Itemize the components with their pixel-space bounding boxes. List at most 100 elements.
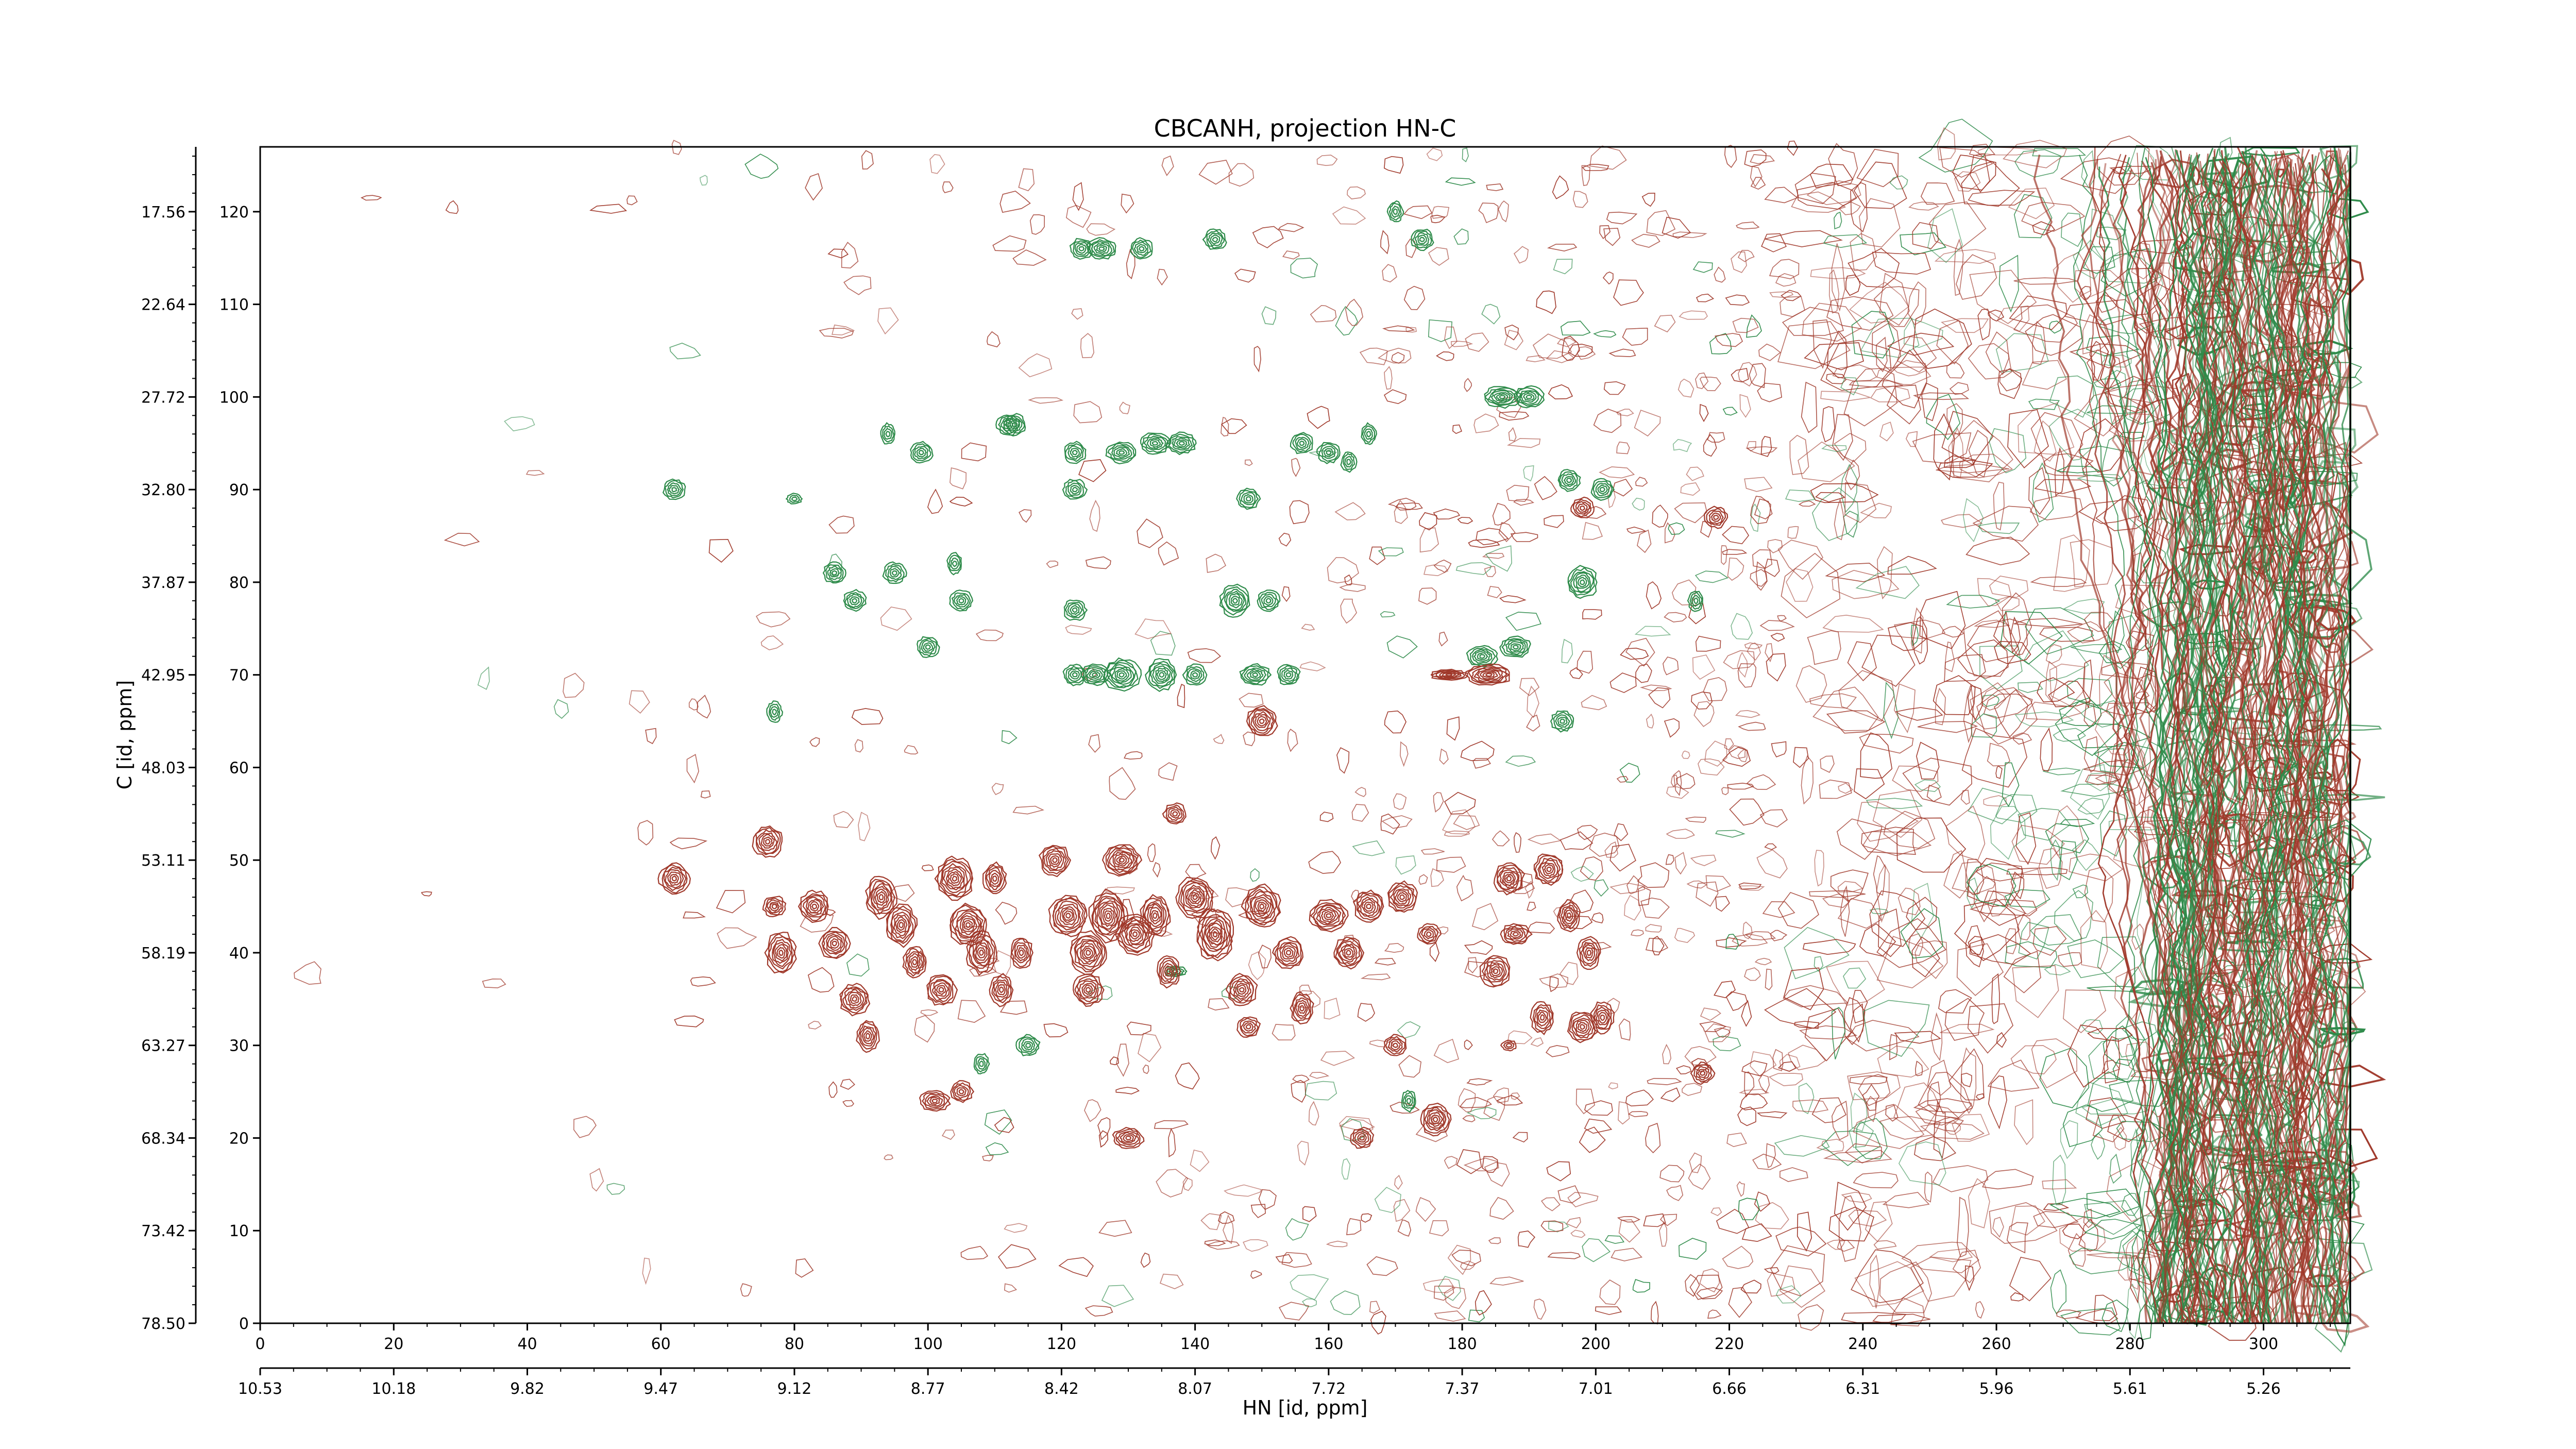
- negative-peak-level: [669, 485, 680, 495]
- noise-contour: [1556, 338, 1577, 347]
- positive-peak-level: [1352, 889, 1384, 923]
- positive-peak-level: [867, 879, 895, 915]
- positive-peak: [1010, 937, 1033, 969]
- negative-peak-level: [1472, 649, 1493, 664]
- noise-contour: [1436, 351, 1454, 361]
- noise-contour: [1859, 733, 1914, 754]
- positive-peak-level: [1047, 853, 1062, 868]
- negative-peak-level: [1484, 386, 1522, 409]
- noise-contour: [832, 324, 855, 335]
- noise-contour: [1725, 934, 1739, 950]
- negative-peak-level: [1093, 242, 1110, 255]
- noise-contour: [1738, 1198, 1760, 1220]
- positive-peak-level: [1391, 1040, 1401, 1051]
- noise-contour: [1756, 1111, 1788, 1119]
- noise-contour: [1403, 285, 1426, 310]
- negative-peak: [949, 589, 974, 612]
- noise-contour: [1725, 294, 1750, 306]
- noise-contour: [1547, 243, 1578, 252]
- noise-contour: [1468, 538, 1500, 548]
- noise-contour: [1996, 1032, 2007, 1048]
- positive-peak-level: [1299, 1005, 1305, 1012]
- noise-contour: [2074, 269, 2125, 299]
- noise-contour: [1927, 1059, 1952, 1096]
- noise-contour: [1686, 466, 1704, 481]
- noise-contour: [1930, 1012, 1943, 1062]
- noise-contour: [1430, 214, 1446, 224]
- negative-peak-level: [1116, 670, 1127, 680]
- positive-peak-level: [1423, 929, 1434, 939]
- negative-peak: [1277, 664, 1301, 685]
- positive-peak-level: [1544, 864, 1554, 874]
- noise-contour: [2009, 1256, 2052, 1302]
- negative-peak-level: [1417, 234, 1427, 245]
- noise-contour: [1498, 522, 1516, 543]
- noise-contour: [1065, 205, 1092, 228]
- x-ppm-tick-label: 9.12: [777, 1380, 812, 1398]
- noise-contour: [1190, 1149, 1210, 1172]
- negative-peak-level: [1415, 232, 1430, 246]
- noise-contour: [1599, 466, 1635, 479]
- noise-contour: [1532, 333, 1572, 359]
- x-axis-label: HN [id, ppm]: [1243, 1396, 1368, 1419]
- noise-contour: [1965, 925, 1984, 968]
- noise-contour: [1428, 319, 1453, 342]
- noise-contour: [2073, 155, 2185, 1324]
- noise-contour: [1870, 385, 1910, 402]
- positive-peak-level: [1363, 901, 1374, 912]
- positive-peak: [1417, 923, 1442, 945]
- noise-contour: [1692, 654, 1716, 680]
- noise-contour: [1486, 183, 1504, 191]
- noise-contour: [1975, 1301, 1985, 1319]
- noise-contour: [1956, 254, 1997, 300]
- noise-contour: [2084, 774, 2122, 785]
- noise-contour: [1089, 499, 1100, 532]
- noise-contour: [2033, 420, 2057, 462]
- noise-contour: [2048, 321, 2063, 334]
- noise-contour: [1619, 763, 1640, 783]
- noise-contour: [1769, 291, 1794, 298]
- noise-contour: [1604, 841, 1618, 858]
- noise-contour: [2042, 1179, 2077, 1190]
- noise-contour: [1618, 1101, 1630, 1125]
- positive-peak-level: [1259, 718, 1265, 724]
- noise-contour: [1439, 748, 1449, 765]
- positive-peak-level: [1102, 908, 1115, 924]
- noise-contour: [2113, 1126, 2127, 1151]
- noise-contour: [2061, 212, 2083, 247]
- x-tick-label: 200: [1581, 1335, 1611, 1353]
- negative-peak: [910, 441, 934, 464]
- noise-contour: [1823, 1150, 1893, 1163]
- noise-contour: [1602, 272, 1614, 285]
- noise-contour: [1990, 806, 2026, 860]
- noise-contour: [1777, 891, 1819, 929]
- noise-contour: [1496, 1095, 1523, 1106]
- negative-peak-level: [1473, 650, 1490, 662]
- noise-contour: [1758, 1074, 1770, 1094]
- noise-contour: [669, 837, 708, 850]
- noise-contour: [1876, 366, 1931, 385]
- noise-contour: [2258, 150, 2333, 1324]
- positive-peak-level: [905, 948, 925, 977]
- noise-contour: [957, 1000, 986, 1023]
- noise-contour: [1513, 246, 1529, 264]
- negative-peak-level: [1323, 448, 1334, 458]
- positive-peak-level: [1094, 897, 1123, 935]
- noise-contour: [1666, 829, 1695, 839]
- noise-contour: [1801, 755, 1814, 805]
- noise-contour: [2282, 155, 2346, 1324]
- positive-peak-level: [1426, 931, 1432, 937]
- noise-contour: [553, 699, 569, 719]
- positive-peak: [1500, 923, 1533, 945]
- noise-contour: [1731, 251, 1747, 273]
- noise-contour: [1659, 1165, 1685, 1183]
- noise-contour: [2014, 711, 2074, 728]
- noise-contour: [1693, 701, 1715, 727]
- noise-contour: [1206, 553, 1227, 573]
- noise-contour: [1826, 373, 1847, 384]
- noise-contour: [2145, 157, 2194, 1324]
- noise-contour: [1914, 1136, 1957, 1161]
- negative-peak-level: [910, 441, 934, 464]
- positive-peak-level: [926, 1095, 943, 1107]
- negative-peak-level: [1118, 672, 1125, 678]
